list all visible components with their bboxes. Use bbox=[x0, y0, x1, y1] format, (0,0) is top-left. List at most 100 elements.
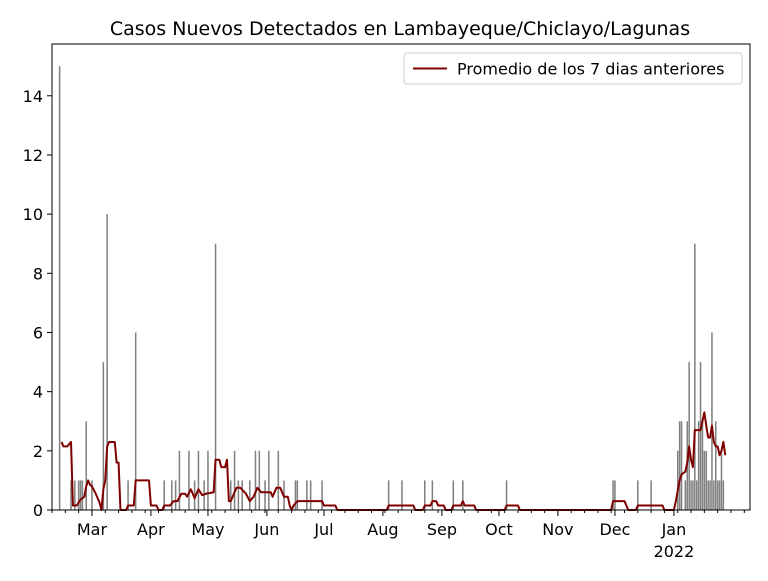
bar bbox=[612, 480, 614, 510]
legend-label: Promedio de los 7 dias anteriores bbox=[457, 60, 724, 79]
bar bbox=[676, 450, 679, 510]
x-tick-year-label: 2022 bbox=[654, 542, 695, 561]
bar bbox=[188, 450, 190, 510]
bar bbox=[294, 480, 297, 510]
bar bbox=[306, 480, 308, 510]
bar bbox=[505, 480, 508, 510]
bar bbox=[718, 480, 721, 510]
y-tick-label: 12 bbox=[23, 146, 43, 165]
legend-box bbox=[403, 52, 743, 85]
bar bbox=[707, 480, 709, 510]
bar bbox=[134, 332, 137, 510]
bar bbox=[85, 421, 87, 510]
bar bbox=[77, 480, 80, 510]
y-tick-label: 14 bbox=[23, 87, 43, 106]
bar bbox=[233, 450, 236, 510]
x-tick-label: Jun bbox=[253, 520, 279, 539]
bar bbox=[264, 480, 266, 510]
bar bbox=[241, 480, 243, 510]
legend: Promedio de los 7 dias anteriores bbox=[403, 52, 743, 85]
bar bbox=[699, 362, 702, 510]
bar bbox=[452, 480, 455, 510]
x-tick-label: May bbox=[191, 520, 224, 539]
y-tick-label: 6 bbox=[33, 323, 43, 342]
x-tick-label: Jul bbox=[313, 520, 333, 539]
bar bbox=[102, 362, 105, 510]
bar bbox=[254, 450, 257, 510]
bar bbox=[684, 480, 687, 510]
bar bbox=[713, 480, 715, 510]
bar bbox=[715, 421, 717, 510]
chart-title: Casos Nuevos Detectados en Lambayeque/Ch… bbox=[110, 18, 690, 40]
bar bbox=[163, 480, 165, 510]
line-layer bbox=[60, 411, 727, 511]
bar bbox=[58, 66, 61, 510]
bar bbox=[277, 450, 280, 510]
bar bbox=[321, 480, 323, 510]
bar bbox=[74, 480, 76, 510]
x-tick-label: Sep bbox=[427, 520, 457, 539]
bar bbox=[614, 480, 616, 510]
bar bbox=[401, 480, 403, 510]
x-tick-label: Mar bbox=[77, 520, 108, 539]
bar bbox=[701, 421, 704, 510]
bar bbox=[81, 480, 84, 510]
bar bbox=[79, 480, 82, 510]
bar bbox=[424, 480, 426, 510]
y-tick-label: 4 bbox=[33, 383, 43, 402]
bar bbox=[237, 480, 240, 510]
bar bbox=[703, 450, 706, 510]
x-tick-label: Aug bbox=[367, 520, 398, 539]
bar bbox=[197, 450, 200, 510]
x-tick-label: Apr bbox=[137, 520, 165, 539]
bar bbox=[690, 480, 692, 510]
bar bbox=[249, 480, 251, 510]
y-tick-label: 8 bbox=[33, 264, 43, 283]
bar bbox=[705, 450, 708, 510]
bar bbox=[193, 480, 196, 510]
bars-layer bbox=[58, 66, 725, 510]
x-tick-label: Nov bbox=[542, 520, 573, 539]
bar bbox=[258, 450, 261, 510]
x-tick-label: Jan bbox=[661, 520, 687, 539]
bar bbox=[174, 480, 177, 510]
bar bbox=[127, 480, 129, 510]
x-tick-label: Oct bbox=[485, 520, 513, 539]
bar bbox=[709, 480, 711, 510]
plot-frame bbox=[51, 43, 751, 511]
bar bbox=[268, 450, 270, 510]
bar bbox=[309, 480, 312, 510]
bar bbox=[637, 480, 639, 510]
bar bbox=[720, 450, 723, 510]
bar bbox=[692, 480, 694, 510]
bar bbox=[650, 480, 652, 510]
bar bbox=[296, 480, 299, 510]
x-tick-label: Dec bbox=[599, 520, 630, 539]
bar bbox=[70, 480, 72, 510]
bar bbox=[431, 480, 434, 510]
bar bbox=[462, 480, 464, 510]
bar bbox=[695, 480, 698, 510]
bar bbox=[711, 332, 713, 510]
bar bbox=[230, 480, 232, 510]
bar bbox=[716, 480, 719, 510]
bar bbox=[106, 214, 108, 510]
bar bbox=[387, 480, 390, 510]
bar bbox=[680, 421, 683, 510]
bar bbox=[678, 421, 681, 510]
axes-layer: 0 2 4 6 8 10 12 14 Mar Apr May Jun Jul Aug Sep Oct Nov De… bbox=[23, 43, 751, 561]
bar bbox=[722, 480, 725, 510]
bar bbox=[207, 450, 209, 510]
y-tick-label: 10 bbox=[23, 205, 43, 224]
bar bbox=[91, 480, 93, 510]
bar bbox=[178, 450, 181, 510]
bar bbox=[171, 480, 173, 510]
y-tick-label: 0 bbox=[33, 501, 43, 520]
bar bbox=[688, 362, 690, 510]
bar bbox=[694, 243, 696, 510]
bar bbox=[697, 421, 700, 510]
average-line bbox=[60, 411, 727, 511]
bar bbox=[214, 243, 217, 510]
y-tick-label: 2 bbox=[33, 442, 43, 461]
